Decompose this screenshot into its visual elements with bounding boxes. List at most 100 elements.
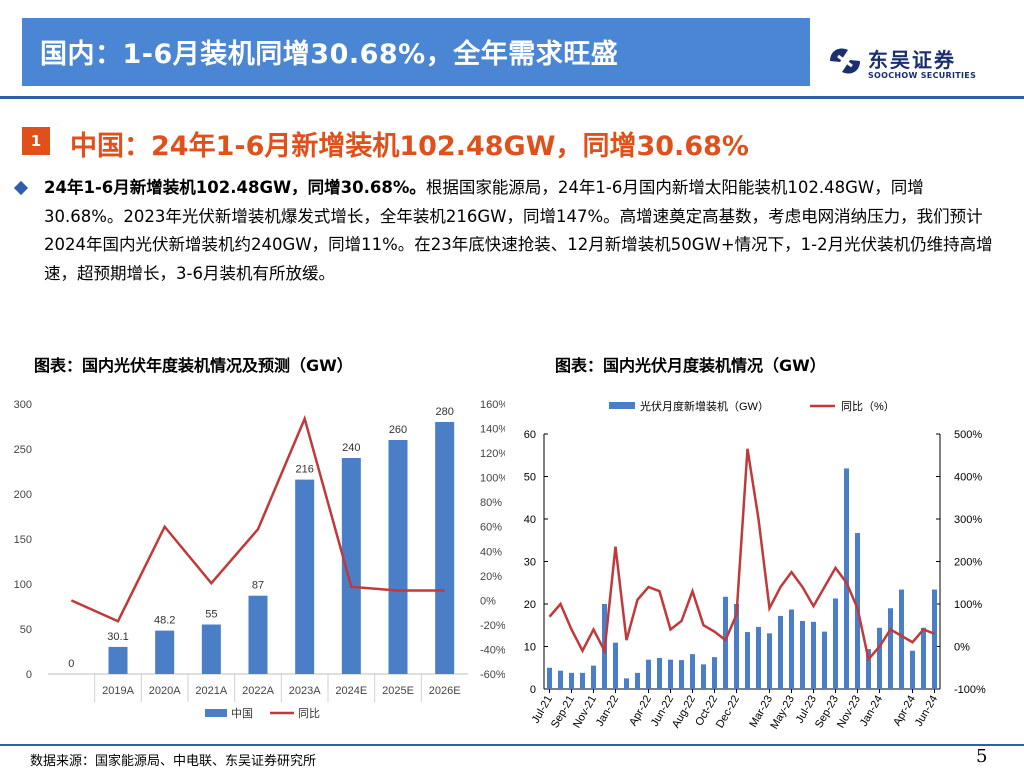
y-tick-label: 60	[524, 429, 536, 441]
y-tick-label: 30	[524, 557, 536, 569]
y2-tick-label: 400%	[954, 472, 982, 484]
bar	[624, 678, 629, 689]
y-tick-label: 50	[20, 624, 32, 636]
bar	[932, 589, 937, 689]
logo-text-cn: 东吴证券	[868, 48, 956, 72]
footer-divider	[0, 744, 1024, 746]
bar	[388, 440, 408, 674]
body-text: 根据国家能源局，24年1-6月国内新增太阳能装机102.48GW，同增30.68…	[44, 178, 993, 283]
y2-tick-label: -60%	[480, 669, 505, 681]
x-tick-label: 2021A	[195, 685, 227, 697]
y2-tick-label: 0%	[954, 642, 970, 654]
bar	[822, 631, 827, 689]
y2-tick-label: 60%	[480, 522, 502, 534]
y2-tick-label: 80%	[480, 497, 502, 509]
bar	[789, 609, 794, 689]
x-tick-label: 2020A	[149, 685, 181, 697]
y-tick-label: 150	[14, 534, 32, 546]
yoy-line	[70, 414, 445, 623]
legend-label-line: 同比（%）	[841, 400, 895, 413]
bar	[295, 479, 315, 674]
bar-data-label: 280	[435, 406, 453, 418]
bar	[778, 615, 783, 689]
bar	[435, 422, 455, 674]
bar	[734, 604, 739, 689]
annual-installation-chart: 0 50 100 150 200 250 300 -60% -40% -20% 0% 20% 40% 60…	[14, 399, 505, 720]
y-tick-label: 0	[530, 684, 536, 696]
bar-data-label: 55	[205, 609, 217, 621]
bar	[108, 646, 128, 674]
bar-data-label: 0	[68, 658, 74, 670]
soochow-logo-icon	[830, 48, 860, 74]
y2-tick-label: 140%	[480, 424, 505, 436]
y2-tick-label: -20%	[480, 620, 505, 632]
monthly-installation-chart: 0 10 20 30 40 50 60 -100% 0% 100% 200% 300% 400% 500%…	[524, 399, 986, 731]
bar	[712, 657, 717, 689]
legend-label-bar: 光伏月度新增装机（GW）	[640, 399, 769, 413]
legend-swatch-bar	[205, 709, 227, 717]
x-tick-label: Jan-24	[858, 694, 885, 729]
bar	[201, 624, 221, 674]
data-source: 数据来源：国家能源局、中电联、东吴证券研究所	[30, 754, 317, 769]
x-tick-label: 2022A	[242, 685, 274, 697]
brand-logo: 东吴证券 SOOCHOW SECURITIES	[826, 42, 1006, 88]
bar	[657, 657, 662, 689]
x-tick-label: Jan-22	[594, 694, 621, 729]
bar	[745, 632, 750, 689]
right-chart-title: 图表：国内光伏月度装机情况（GW）	[555, 356, 826, 375]
bar-data-label: 260	[389, 424, 407, 436]
bar	[921, 627, 926, 689]
y2-tick-label: 500%	[954, 429, 982, 441]
bar	[558, 670, 563, 689]
bar	[877, 627, 882, 689]
bar	[701, 664, 706, 689]
left-chart-title: 图表：国内光伏年度装机情况及预测（GW）	[34, 356, 353, 375]
bar	[756, 626, 761, 689]
y-tick-label: 300	[14, 399, 32, 411]
header-divider	[0, 96, 1024, 99]
bar-data-label: 240	[342, 442, 360, 454]
bar	[646, 659, 651, 689]
y-tick-label: 0	[26, 669, 32, 681]
y-tick-label: 20	[524, 599, 536, 611]
y2-tick-label: 300%	[954, 514, 982, 526]
y-tick-label: 250	[14, 444, 32, 456]
bar-data-label: 30.1	[107, 631, 128, 643]
bar	[888, 608, 893, 689]
section-title: 中国：24年1-6月新增装机102.48GW，同增30.68%	[70, 131, 749, 162]
bar-data-label: 48.2	[154, 615, 175, 627]
body-lead: 24年1-6月新增装机102.48GW，同增30.68%。	[44, 178, 426, 197]
x-tick-label: 2019A	[102, 685, 134, 697]
yoy-line	[548, 448, 935, 662]
bar	[580, 672, 585, 689]
legend-label-line: 同比	[298, 707, 320, 720]
bar	[569, 672, 574, 689]
y2-tick-label: 0%	[480, 595, 496, 607]
y2-tick-label: 200%	[954, 557, 982, 569]
y2-tick-label: 100%	[954, 599, 982, 611]
x-tick-label: 2026E	[429, 685, 461, 697]
y-tick-label: 40	[524, 514, 536, 526]
page-title: 国内：1-6月装机同增30.68%，全年需求旺盛	[40, 39, 619, 70]
x-tick-label: 2023A	[289, 685, 321, 697]
page-number: 5	[976, 746, 988, 767]
y-tick-label: 50	[524, 472, 536, 484]
body-paragraph: 24年1-6月新增装机102.48GW，同增30.68%。根据国家能源局，24年…	[44, 174, 994, 288]
bar	[591, 665, 596, 689]
y2-tick-label: -100%	[954, 684, 986, 696]
bar	[899, 589, 904, 689]
y-tick-label: 10	[524, 642, 536, 654]
bar	[800, 621, 805, 689]
y-tick-label: 100	[14, 579, 32, 591]
y2-tick-label: 40%	[480, 546, 502, 558]
bar	[833, 598, 838, 689]
bar-data-label: 87	[252, 580, 264, 592]
x-tick-label: 2025E	[382, 685, 414, 697]
section-number-badge: 1	[22, 127, 50, 155]
bar	[723, 596, 728, 689]
bar	[547, 667, 552, 689]
bar	[844, 468, 849, 689]
bar	[811, 621, 816, 689]
y-tick-label: 200	[14, 489, 32, 501]
bar	[679, 660, 684, 689]
